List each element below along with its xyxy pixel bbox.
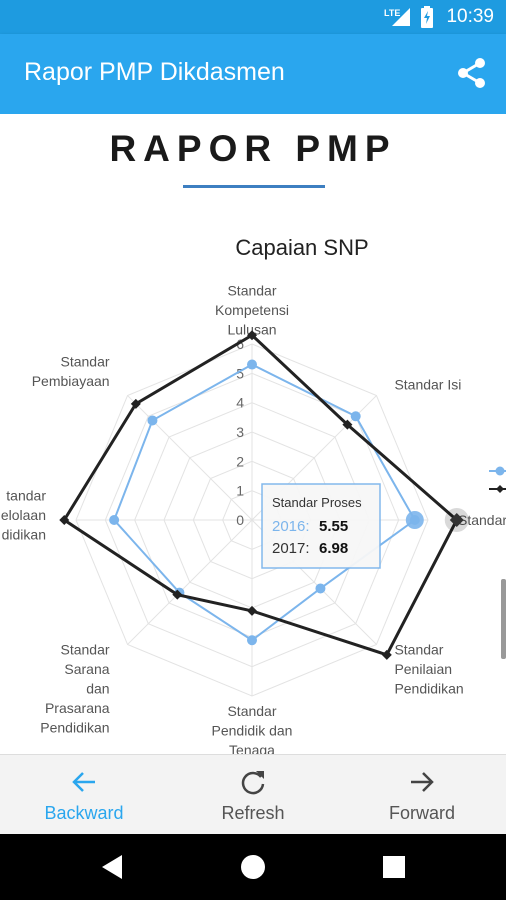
page-heading: RAPOR PMP <box>109 128 397 169</box>
category-label-line: Kompetensi <box>215 302 289 318</box>
forward-label: Forward <box>388 803 455 823</box>
category-label-line: dan <box>86 680 109 696</box>
category-label-line: Sarana <box>64 661 109 677</box>
tooltip-box <box>261 483 381 569</box>
category-label: Standar P <box>458 512 506 528</box>
category-label-line: Standar <box>394 641 443 657</box>
chart-title: Capaian SNP <box>235 235 368 260</box>
data-point-2016 <box>247 635 257 646</box>
highlight-point-2016 <box>405 511 424 529</box>
category-label-line: tandar <box>6 488 46 504</box>
category-label-line: elolaan <box>1 507 46 523</box>
category-label-line: Tenaga <box>229 742 275 754</box>
tooltip-value: 5.55 <box>319 518 348 535</box>
arrow-right-icon <box>411 772 434 792</box>
data-point-2017 <box>130 398 141 409</box>
legend-marker-2017 <box>496 485 504 493</box>
system-nav-bar <box>0 834 506 900</box>
battery-icon <box>421 6 433 28</box>
scroll-indicator[interactable] <box>501 579 506 659</box>
tooltip-series-label: 2017: <box>272 540 310 557</box>
clock-text: 10:39 <box>446 6 494 27</box>
backward-button[interactable]: Backward <box>0 755 168 835</box>
category-label: tandar elolaan didikan <box>1 488 46 543</box>
data-point-2017 <box>172 589 183 600</box>
scale-tick-label: 5 <box>236 365 244 381</box>
data-point-2017 <box>342 419 353 430</box>
back-triangle-icon[interactable] <box>102 855 124 879</box>
tooltip-series-label: 2016: <box>272 518 310 535</box>
category-label-line: Pendidikan <box>394 680 463 696</box>
data-point-2016 <box>247 359 257 370</box>
network-label: LTE <box>384 8 401 18</box>
data-point-2016 <box>147 415 158 426</box>
refresh-button[interactable]: Refresh <box>169 755 337 835</box>
radar-chart: Capaian SNP 0 1 2 3 4 5 6 Standar Kompetensi Lulus… <box>1 235 506 754</box>
home-circle-icon[interactable] <box>241 855 265 879</box>
arrow-left-icon <box>72 772 95 792</box>
highlight-point-2017 <box>449 513 464 527</box>
category-label-line: Lulusan <box>227 322 276 338</box>
category-label: Standar Kompetensi Lulusan <box>215 283 289 338</box>
category-label: Standar Sarana dan Prasarana Pendidikan <box>40 641 110 735</box>
refresh-icon <box>241 771 265 795</box>
status-bar: LTE 10:39 <box>0 0 506 34</box>
app-bar: Rapor PMP Dikdasmen <box>0 34 506 114</box>
scale-tick-label: 3 <box>236 424 244 440</box>
data-point-2016 <box>315 583 326 594</box>
grid-spoke <box>127 519 253 645</box>
category-label-line: Penilaian <box>394 661 452 677</box>
recents-square-icon[interactable] <box>383 856 405 878</box>
category-label-line: Pendidikan <box>40 719 109 735</box>
bottom-nav: Backward Refresh Forward <box>0 754 506 835</box>
category-label: Standar Pembiayaan <box>32 354 110 390</box>
legend-marker-2016 <box>495 466 505 476</box>
category-label-line: Standar P <box>458 512 506 528</box>
category-label-line: Standar <box>227 283 276 299</box>
app-title: Rapor PMP Dikdasmen <box>24 58 285 86</box>
scale-tick-label: 2 <box>236 453 244 469</box>
scale-tick-label: 0 <box>236 512 244 528</box>
data-point-2016 <box>350 411 361 422</box>
grid-spoke <box>127 395 253 521</box>
data-point-2017 <box>247 330 257 341</box>
category-label-line: Prasarana <box>45 700 110 716</box>
category-label: Standar Isi <box>394 377 461 393</box>
heading-underline <box>183 185 325 188</box>
category-label-line: Pembiayaan <box>32 373 110 389</box>
share-icon[interactable] <box>456 56 488 90</box>
category-label-line: Standar Isi <box>394 377 461 393</box>
category-label-line: didikan <box>2 527 46 543</box>
scale-tick-label: 1 <box>236 483 244 499</box>
tooltip-category: Standar Proses <box>272 495 362 510</box>
category-label: Standar Penilaian Pendidikan <box>394 641 463 696</box>
category-label-line: Standar <box>227 703 276 719</box>
backward-label: Backward <box>44 803 124 823</box>
report-content: RAPOR PMP Capaian SNP 0 1 2 3 4 5 6 Standar Kompe… <box>0 114 506 754</box>
category-label-line: Pendidik dan <box>212 723 293 739</box>
scale-tick-label: 6 <box>236 336 244 352</box>
data-point-2017 <box>381 649 392 660</box>
refresh-label: Refresh <box>221 803 285 823</box>
scale-tick-label: 4 <box>236 395 244 411</box>
data-point-2017 <box>247 605 257 616</box>
signal-icon <box>392 8 410 26</box>
category-label-line: Standar <box>61 354 110 370</box>
forward-button[interactable]: Forward <box>338 755 506 835</box>
data-point-2016 <box>109 515 120 525</box>
data-point-2017 <box>59 515 70 525</box>
tooltip-value: 6.98 <box>319 540 348 557</box>
category-label-line: Standar <box>61 641 110 657</box>
